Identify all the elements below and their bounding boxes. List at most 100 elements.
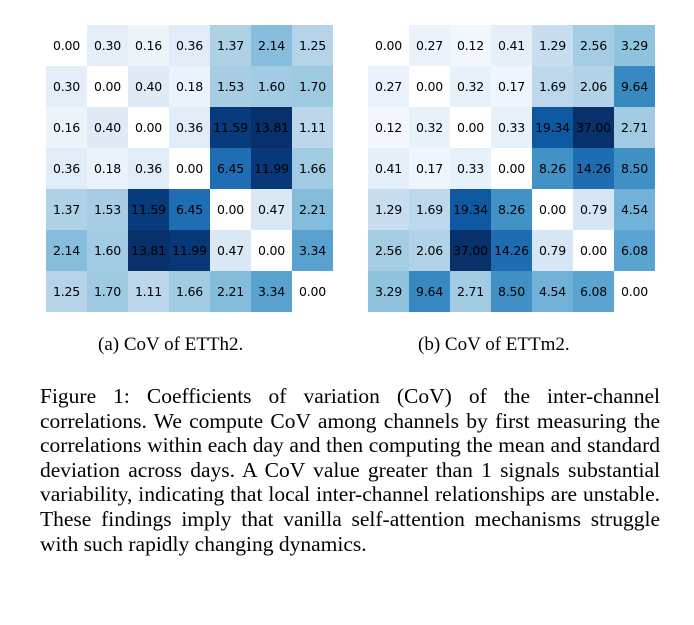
heatmap-cell: 0.16 — [128, 25, 169, 66]
heatmap-cell: 0.00 — [409, 66, 450, 107]
heatmap-cell: 2.71 — [450, 271, 491, 312]
heatmap-cell: 1.53 — [87, 189, 128, 230]
heatmap-cell: 2.21 — [210, 271, 251, 312]
heatmap-cell: 0.79 — [532, 230, 573, 271]
heatmap-cell: 13.81 — [128, 230, 169, 271]
heatmap-cell: 0.33 — [491, 107, 532, 148]
heatmap-cell: 0.79 — [573, 189, 614, 230]
heatmap-cell: 1.66 — [292, 148, 333, 189]
heatmap-cell: 1.66 — [169, 271, 210, 312]
heatmap-cell: 2.56 — [368, 230, 409, 271]
heatmap-cell: 0.17 — [491, 66, 532, 107]
heatmap-ettm2: 0.00 0.27 0.12 0.41 1.29 2.56 3.29 0.27 0.00 0.32… — [368, 25, 655, 312]
heatmap-cell: 8.50 — [491, 271, 532, 312]
heatmap-cell: 0.12 — [450, 25, 491, 66]
heatmap-cell: 0.00 — [46, 25, 87, 66]
heatmap-cell: 0.41 — [491, 25, 532, 66]
heatmap-cell: 0.00 — [614, 271, 655, 312]
heatmap-cell: 1.29 — [532, 25, 573, 66]
heatmap-cell: 0.30 — [46, 66, 87, 107]
figure-caption: Figure 1: Coefficients of variation (CoV… — [40, 384, 660, 556]
heatmap-cell: 0.17 — [409, 148, 450, 189]
heatmap-cell: 2.06 — [573, 66, 614, 107]
heatmap-cell: 0.00 — [368, 25, 409, 66]
heatmap-cell: 1.25 — [292, 25, 333, 66]
heatmap-cell: 37.00 — [450, 230, 491, 271]
heatmap-cell: 1.53 — [210, 66, 251, 107]
heatmap-cell: 6.45 — [210, 148, 251, 189]
heatmap-cell: 0.00 — [210, 189, 251, 230]
heatmap-cell: 0.18 — [169, 66, 210, 107]
subcaption-ettm2: (b) CoV of ETTm2. — [418, 334, 570, 355]
heatmap-cell: 1.37 — [46, 189, 87, 230]
heatmap-cell: 0.36 — [128, 148, 169, 189]
heatmap-cell: 6.08 — [573, 271, 614, 312]
heatmap-cell: 0.36 — [169, 107, 210, 148]
heatmap-cell: 1.11 — [292, 107, 333, 148]
heatmap-cell: 11.99 — [251, 148, 292, 189]
heatmap-cell: 1.29 — [368, 189, 409, 230]
heatmap-cell: 0.32 — [409, 107, 450, 148]
heatmap-cell: 1.69 — [409, 189, 450, 230]
heatmap-cell: 6.08 — [614, 230, 655, 271]
heatmap-cell: 3.29 — [614, 25, 655, 66]
heatmap-cell: 19.34 — [450, 189, 491, 230]
heatmap-cell: 0.30 — [87, 25, 128, 66]
heatmap-cell: 2.06 — [409, 230, 450, 271]
heatmap-cell: 0.00 — [169, 148, 210, 189]
heatmap-cell: 0.32 — [450, 66, 491, 107]
heatmap-cell: 0.00 — [573, 230, 614, 271]
heatmap-cell: 0.18 — [87, 148, 128, 189]
heatmap-cell: 6.45 — [169, 189, 210, 230]
heatmap-cell: 4.54 — [614, 189, 655, 230]
heatmap-cell: 0.00 — [87, 66, 128, 107]
heatmap-cell: 2.14 — [46, 230, 87, 271]
heatmap-grid: 0.00 0.27 0.12 0.41 1.29 2.56 3.29 0.27 0.00 0.32… — [368, 25, 655, 312]
heatmap-cell: 2.56 — [573, 25, 614, 66]
heatmap-cell: 1.70 — [292, 66, 333, 107]
heatmap-cell: 1.70 — [87, 271, 128, 312]
heatmap-cell: 0.47 — [210, 230, 251, 271]
heatmap-cell: 11.59 — [128, 189, 169, 230]
heatmap-cell: 2.21 — [292, 189, 333, 230]
heatmap-cell: 9.64 — [614, 66, 655, 107]
heatmap-cell: 9.64 — [409, 271, 450, 312]
heatmap-cell: 11.59 — [210, 107, 251, 148]
heatmap-cell: 0.16 — [46, 107, 87, 148]
heatmap-cell: 0.36 — [169, 25, 210, 66]
heatmap-cell: 8.26 — [491, 189, 532, 230]
heatmap-cell: 19.34 — [532, 107, 573, 148]
heatmap-cell: 1.11 — [128, 271, 169, 312]
heatmap-cell: 0.40 — [87, 107, 128, 148]
heatmap-cell: 11.99 — [169, 230, 210, 271]
heatmap-cell: 2.71 — [614, 107, 655, 148]
heatmap-cell: 0.00 — [251, 230, 292, 271]
heatmap-cell: 1.60 — [251, 66, 292, 107]
heatmap-cell: 1.60 — [87, 230, 128, 271]
heatmap-cell: 1.25 — [46, 271, 87, 312]
heatmap-cell: 13.81 — [251, 107, 292, 148]
heatmap-cell: 0.00 — [450, 107, 491, 148]
heatmap-cell: 0.47 — [251, 189, 292, 230]
heatmap-cell: 1.37 — [210, 25, 251, 66]
heatmap-cell: 0.27 — [409, 25, 450, 66]
subcaption-etth2: (a) CoV of ETTh2. — [98, 334, 244, 355]
heatmap-cell: 3.34 — [251, 271, 292, 312]
heatmap-cell: 0.41 — [368, 148, 409, 189]
heatmap-cell: 0.00 — [292, 271, 333, 312]
heatmap-cell: 0.40 — [128, 66, 169, 107]
heatmap-cell: 0.00 — [491, 148, 532, 189]
heatmap-cell: 3.34 — [292, 230, 333, 271]
heatmap-cell: 8.26 — [532, 148, 573, 189]
heatmap-cell: 0.33 — [450, 148, 491, 189]
heatmap-cell: 37.00 — [573, 107, 614, 148]
heatmap-etth2: 0.00 0.30 0.16 0.36 1.37 2.14 1.25 0.30 0.00 0.40… — [46, 25, 333, 312]
heatmap-cell: 0.27 — [368, 66, 409, 107]
heatmap-cell: 2.14 — [251, 25, 292, 66]
heatmap-cell: 0.36 — [46, 148, 87, 189]
heatmap-cell: 8.50 — [614, 148, 655, 189]
heatmap-cell: 3.29 — [368, 271, 409, 312]
heatmap-cell: 0.00 — [128, 107, 169, 148]
heatmap-cell: 4.54 — [532, 271, 573, 312]
